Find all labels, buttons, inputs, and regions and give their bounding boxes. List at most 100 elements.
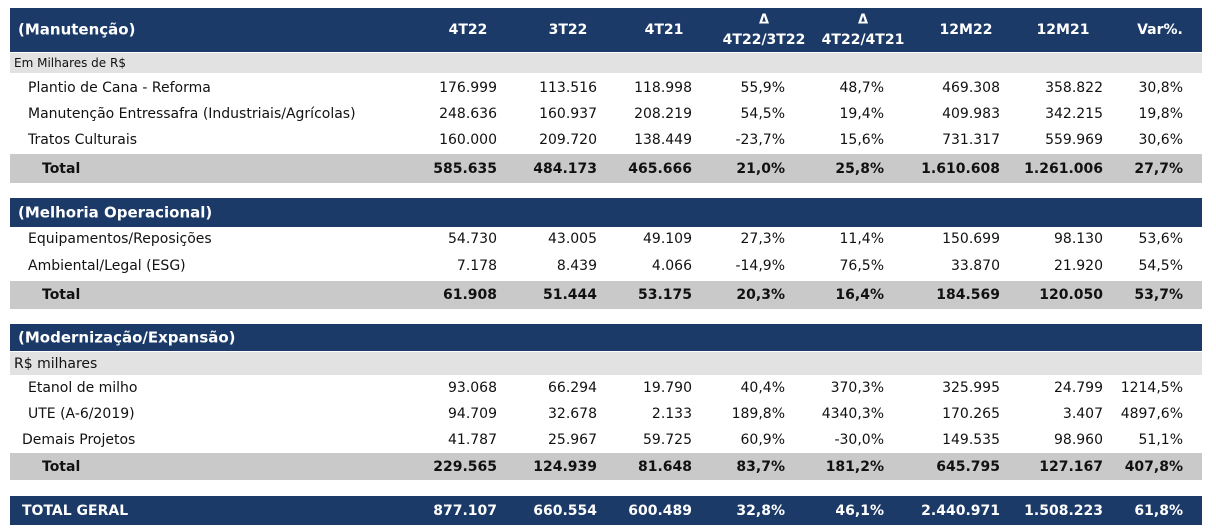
column-header: 12M21 xyxy=(1036,22,1090,38)
cell-value: 83,7% xyxy=(736,458,785,475)
section-header xyxy=(10,8,1202,52)
cell-value: 30,8% xyxy=(1138,80,1183,96)
cell-value: 469.308 xyxy=(942,80,1000,96)
section-header xyxy=(10,324,1202,351)
cell-value: 19,4% xyxy=(839,106,884,122)
total-label: Total xyxy=(42,458,81,475)
cell-value: 61.908 xyxy=(442,287,497,303)
cell-value: 98.130 xyxy=(1054,231,1103,247)
cell-value: 1.508.223 xyxy=(1024,502,1103,519)
cell-value: 25.967 xyxy=(548,432,597,448)
unit-row xyxy=(10,352,1202,375)
column-header: 12M22 xyxy=(939,22,993,38)
cell-value: 33.870 xyxy=(951,258,1000,274)
cell-value: 4.066 xyxy=(651,258,692,274)
cell-value: 127.167 xyxy=(1039,458,1103,475)
cell-value: 53,6% xyxy=(1138,231,1183,247)
cell-value: 66.294 xyxy=(548,380,597,396)
cell-value: 229.565 xyxy=(433,458,497,475)
column-delta: Δ xyxy=(857,12,869,28)
cell-value: 51.444 xyxy=(542,287,597,303)
cell-value: 24.799 xyxy=(1054,380,1103,396)
cell-value: 16,4% xyxy=(835,287,884,303)
cell-value: 645.795 xyxy=(936,458,1000,475)
section-title: (Manutenção) xyxy=(18,20,136,39)
cell-value: 32,8% xyxy=(736,502,785,519)
cell-value: 181,2% xyxy=(825,458,884,475)
section-header xyxy=(10,198,1202,227)
cell-value: 465.666 xyxy=(628,160,692,177)
cell-value: 41.787 xyxy=(448,432,497,448)
cell-value: 40,4% xyxy=(740,380,785,396)
row-label: Tratos Culturais xyxy=(28,132,138,148)
cell-value: 189,8% xyxy=(731,406,785,422)
cell-value: 8.439 xyxy=(556,258,597,274)
grand-total-row xyxy=(10,496,1202,525)
cell-value: 660.554 xyxy=(533,502,597,519)
cell-value: 27,7% xyxy=(1134,160,1183,177)
cell-value: 120.050 xyxy=(1039,287,1103,303)
cell-value: 43.005 xyxy=(548,231,597,247)
cell-value: 1.610.608 xyxy=(921,160,1000,177)
cell-value: 118.998 xyxy=(634,80,692,96)
cell-value: 19.790 xyxy=(643,380,692,396)
cell-value: 113.516 xyxy=(539,80,597,96)
cell-value: 209.720 xyxy=(539,132,597,148)
row-label: UTE (A-6/2019) xyxy=(28,406,135,422)
cell-value: 176.999 xyxy=(439,80,497,96)
column-header: 4T22 xyxy=(448,22,488,38)
cell-value: 15,6% xyxy=(839,132,884,148)
cell-value: 407,8% xyxy=(1124,458,1183,475)
cell-value: 30,6% xyxy=(1138,132,1183,148)
cell-value: 54.730 xyxy=(448,231,497,247)
cell-value: 160.000 xyxy=(439,132,497,148)
cell-value: 93.068 xyxy=(448,380,497,396)
cell-value: 3.407 xyxy=(1062,406,1103,422)
cell-value: 81.648 xyxy=(637,458,692,475)
cell-value: 559.969 xyxy=(1045,132,1103,148)
total-row xyxy=(10,154,1202,183)
cell-value: 124.939 xyxy=(533,458,597,475)
cell-value: 150.699 xyxy=(942,231,1000,247)
row-label: Plantio de Cana - Reforma xyxy=(28,80,211,96)
cell-value: 4340,3% xyxy=(821,406,884,422)
cell-value: 184.569 xyxy=(936,287,1000,303)
row-label: Etanol de milho xyxy=(28,380,138,396)
unit-label: Em Milhares de R$ xyxy=(14,56,126,70)
cell-value: 27,3% xyxy=(740,231,785,247)
cell-value: 877.107 xyxy=(433,502,497,519)
cell-value: 585.635 xyxy=(433,160,497,177)
cell-value: 600.489 xyxy=(628,502,692,519)
cell-value: 25,8% xyxy=(835,160,884,177)
cell-value: 160.937 xyxy=(539,106,597,122)
column-header: 4T22/3T22 xyxy=(722,32,806,48)
cell-value: 7.178 xyxy=(456,258,497,274)
cell-value: 4897,6% xyxy=(1120,406,1183,422)
cell-value: 32.678 xyxy=(548,406,597,422)
row-label: Equipamentos/Reposições xyxy=(28,231,212,247)
cell-value: 60,9% xyxy=(740,432,785,448)
total-label: Total xyxy=(42,287,81,303)
cell-value: 2.133 xyxy=(651,406,692,422)
cell-value: 19,8% xyxy=(1138,106,1183,122)
cell-value: 731.317 xyxy=(942,132,1000,148)
cell-value: 61,8% xyxy=(1134,502,1183,519)
cell-value: 53.175 xyxy=(637,287,692,303)
column-header: 4T21 xyxy=(644,22,684,38)
cell-value: 94.709 xyxy=(448,406,497,422)
cell-value: 53,7% xyxy=(1134,287,1183,303)
cell-value: 325.995 xyxy=(942,380,1000,396)
cell-value: 48,7% xyxy=(839,80,884,96)
cell-value: 49.109 xyxy=(643,231,692,247)
cell-value: 54,5% xyxy=(740,106,785,122)
cell-value: 21,0% xyxy=(736,160,785,177)
cell-value: 138.449 xyxy=(634,132,692,148)
total-row xyxy=(10,281,1202,309)
total-label: Total xyxy=(42,160,81,177)
column-header: Var%. xyxy=(1137,22,1183,38)
section-title: (Melhoria Operacional) xyxy=(18,203,213,221)
cell-value: 11,4% xyxy=(839,231,884,247)
cell-value: 149.535 xyxy=(942,432,1000,448)
column-header: 4T22/4T21 xyxy=(821,32,905,48)
row-label: Demais Projetos xyxy=(22,432,136,448)
